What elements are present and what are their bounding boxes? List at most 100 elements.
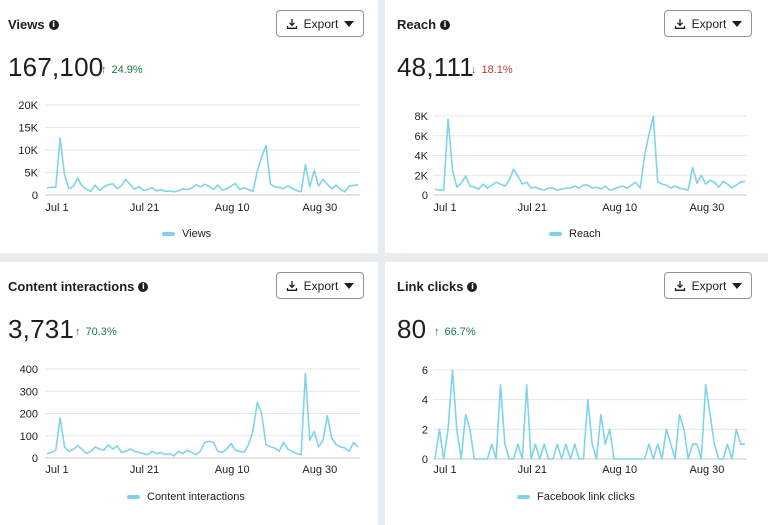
series-line: [434, 115, 746, 191]
arrow-up-icon: ↑: [75, 326, 81, 338]
x-tick-label: Jul 1: [45, 202, 68, 214]
card-title-content-interactions: Content interactions i: [8, 279, 149, 294]
y-tick-label: 0: [32, 453, 38, 465]
x-tick-label: Jul 1: [45, 464, 68, 476]
export-button[interactable]: Export: [664, 272, 752, 299]
y-tick-label: 2K: [415, 170, 429, 182]
link-clicks-chart: 0 2 4 6 Jul 1 Jul 21 Aug 10 Aug 30: [422, 365, 747, 476]
arrow-up-icon: ↑: [101, 64, 107, 76]
x-tick-label: Aug 30: [302, 202, 337, 214]
content-interactions-chart: 0 100 200 300 400 Jul 1 Jul 21 Aug 10 Aug 30: [20, 364, 360, 476]
legend-swatch: [549, 232, 562, 236]
y-tick-label: 200: [20, 409, 38, 421]
x-tick-label: Aug 10: [215, 202, 250, 214]
metric-value: 167,100: [8, 52, 104, 82]
legend-swatch: [517, 495, 530, 499]
reach-card: Reach i Export 48,111 ↓ 18.1% 0 2K 4K 6K 8K J…: [385, 0, 768, 253]
info-icon[interactable]: i: [467, 281, 478, 292]
arrow-down-icon: ↓: [471, 64, 477, 76]
series-line: [46, 137, 359, 193]
x-tick-label: Aug 30: [690, 202, 725, 214]
series-line: [46, 372, 359, 457]
legend-swatch: [162, 232, 175, 236]
card-title-text: Link clicks: [397, 279, 464, 294]
card-title-views: Views i: [8, 17, 59, 32]
series-line: [434, 369, 745, 460]
legend-swatch: [127, 495, 140, 499]
legend-label: Reach: [569, 228, 601, 240]
y-tick-label: 0: [422, 454, 428, 466]
download-icon: [286, 18, 298, 30]
caret-down-icon: [732, 282, 743, 289]
x-tick-label: Jul 1: [433, 202, 456, 214]
y-tick-label: 0: [422, 190, 428, 202]
download-icon: [286, 280, 298, 292]
change-indicator: ↓ 18.1%: [471, 64, 513, 76]
info-icon[interactable]: i: [48, 19, 59, 30]
chart-legend: Reach: [549, 228, 601, 240]
export-button[interactable]: Export: [276, 272, 364, 299]
card-title-link-clicks: Link clicks i: [397, 279, 478, 294]
card-title-text: Reach: [397, 17, 437, 32]
export-label: Export: [303, 278, 339, 293]
x-tick-label: Jul 21: [518, 464, 547, 476]
y-tick-label: 0: [32, 190, 38, 202]
chart-legend: Facebook link clicks: [517, 491, 635, 503]
views-card: Views i Export 167,100 ↑ 24.9% 0 5K 10K 15K…: [0, 0, 378, 253]
info-icon[interactable]: i: [138, 281, 149, 292]
y-tick-label: 300: [20, 386, 38, 398]
y-tick-label: 100: [20, 431, 38, 443]
metric-value: 3,731: [8, 314, 75, 344]
x-tick-label: Aug 30: [690, 464, 725, 476]
metric-value: 80: [397, 314, 427, 344]
caret-down-icon: [732, 20, 743, 27]
views-chart: 0 5K 10K 15K 20K Jul 1 Jul 21 Aug 10 Aug 30: [18, 100, 360, 214]
legend-label: Views: [182, 228, 212, 240]
caret-down-icon: [344, 282, 355, 289]
x-tick-label: Jul 1: [433, 464, 456, 476]
caret-down-icon: [344, 20, 355, 27]
x-tick-label: Aug 10: [602, 202, 637, 214]
download-icon: [674, 18, 686, 30]
download-icon: [674, 280, 686, 292]
x-tick-label: Aug 10: [602, 464, 637, 476]
y-tick-label: 2: [422, 424, 428, 436]
link-clicks-card: Link clicks i Export 80 ↑ 66.7% 0 2 4 6 Jul …: [385, 262, 768, 525]
card-title-reach: Reach i: [397, 17, 451, 32]
card-title-text: Content interactions: [8, 279, 135, 294]
chart-legend: Views: [162, 228, 211, 240]
y-tick-label: 4: [422, 395, 428, 407]
x-tick-label: Aug 10: [215, 464, 250, 476]
change-value: 18.1%: [481, 64, 513, 76]
export-label: Export: [691, 16, 727, 31]
legend-label: Facebook link clicks: [537, 491, 635, 503]
reach-chart: 0 2K 4K 6K 8K Jul 1 Jul 21 Aug 10 Aug 30: [415, 111, 747, 214]
card-title-text: Views: [8, 17, 45, 32]
content-interactions-card: Content interactions i Export 3,731 ↑ 70…: [0, 262, 378, 525]
change-value: 70.3%: [85, 326, 117, 338]
y-tick-label: 20K: [18, 100, 38, 112]
y-tick-label: 15K: [18, 123, 38, 135]
chart-legend: Content interactions: [127, 491, 245, 503]
x-tick-label: Aug 30: [302, 464, 337, 476]
metric-value: 48,111: [397, 52, 474, 82]
info-icon[interactable]: i: [440, 19, 451, 30]
export-button[interactable]: Export: [664, 10, 752, 37]
y-tick-label: 400: [20, 364, 38, 376]
change-indicator: ↑ 24.9%: [101, 64, 143, 76]
change-indicator: ↑ 66.7%: [434, 326, 476, 338]
y-tick-label: 8K: [415, 111, 429, 123]
y-tick-label: 6K: [415, 131, 429, 143]
arrow-up-icon: ↑: [434, 326, 440, 338]
export-label: Export: [691, 278, 727, 293]
change-value: 66.7%: [444, 326, 476, 338]
legend-label: Content interactions: [147, 491, 245, 503]
y-tick-label: 4K: [415, 151, 429, 163]
change-indicator: ↑ 70.3%: [75, 326, 117, 338]
x-tick-label: Jul 21: [130, 464, 159, 476]
change-value: 24.9%: [111, 64, 143, 76]
x-tick-label: Jul 21: [518, 202, 547, 214]
y-tick-label: 10K: [18, 145, 38, 157]
export-button[interactable]: Export: [276, 10, 364, 37]
x-tick-label: Jul 21: [130, 202, 159, 214]
